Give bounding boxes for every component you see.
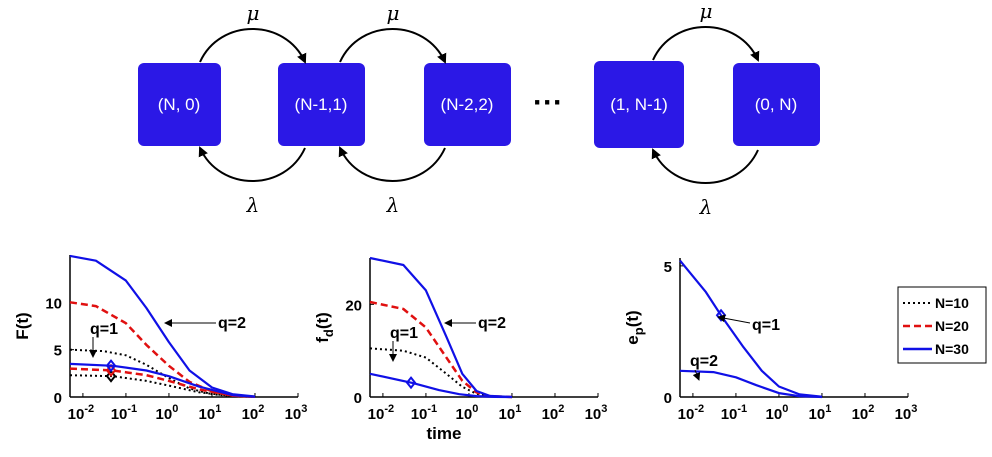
y-tick-label: 10	[45, 295, 62, 312]
y-tick-label: 0	[664, 390, 672, 407]
x-tick-label: 100	[156, 403, 179, 423]
series-line-n30-q1	[69, 362, 256, 398]
series-line-n30-q2	[69, 254, 256, 398]
x-tick-label: 10-2	[678, 403, 704, 423]
series-line-n30-q2	[369, 256, 513, 399]
state-box-n-minus-2: (N-2,2)	[424, 63, 511, 146]
x-tick-label: 10-2	[368, 403, 394, 423]
legend-item-n30: N=30	[903, 341, 969, 357]
forward-arrow	[339, 28, 447, 64]
x-tick-label: 101	[499, 403, 522, 423]
diamond-marker	[105, 359, 117, 373]
x-tick-label: 103	[585, 403, 608, 423]
backward-arrow	[198, 146, 306, 182]
series-line-n20-q2	[69, 301, 256, 399]
x-tick-label: 10-2	[68, 403, 94, 423]
x-tick-label: 103	[285, 403, 308, 423]
legend-label: N=20	[935, 318, 969, 334]
chart-fd-of-t: 10-2 10-1 100 101 102 103 0 20 fd(t) time q=2 q=1	[313, 256, 608, 443]
mu-label: μ	[247, 1, 260, 25]
curve-annotation: q=1	[90, 321, 118, 338]
legend-label: N=30	[935, 341, 969, 357]
x-tick-label: 101	[809, 403, 832, 423]
legend-item-n20: N=20	[903, 318, 969, 334]
chart-f-of-t: 10-2 10-1 100 101 102 103 0 5 10 F(t) q=2 q=1	[13, 254, 308, 423]
y-axis-label: F(t)	[13, 312, 32, 339]
annotation-arrow	[692, 369, 701, 381]
y-tick-label: 0	[354, 390, 362, 407]
x-tick-label: 103	[895, 403, 918, 423]
curve-annotation: q=1	[752, 317, 780, 334]
curve-annotation: q=2	[218, 315, 246, 332]
y-axis-label: ep(t)	[623, 310, 646, 344]
mu-label: μ	[700, 0, 713, 23]
forward-arrow	[652, 26, 760, 62]
curve-annotation: q=2	[690, 353, 718, 370]
lambda-label: λ	[386, 193, 400, 217]
state-box-n-0: (N, 0)	[138, 63, 221, 146]
state-diagram: (N, 0) (N-1,1) (N-2,2) ··· (1, N-1) (0, …	[138, 0, 820, 219]
x-tick-label: 102	[542, 403, 565, 423]
legend-label: N=10	[935, 295, 969, 311]
state-label: (N-2,2)	[441, 95, 494, 114]
y-tick-label: 5	[54, 343, 62, 360]
legend-box	[897, 286, 987, 364]
y-tick-label: 20	[345, 297, 362, 314]
state-label: (N-1,1)	[295, 95, 348, 114]
state-box-1-n-minus-1: (1, N-1)	[594, 61, 684, 148]
state-label: (N, 0)	[158, 95, 201, 114]
series-line-n10-q2	[69, 348, 256, 398]
curve-annotation: q=2	[478, 315, 506, 332]
state-box-0-n: (0, N)	[733, 63, 820, 146]
series-line-n30-q1	[679, 259, 823, 398]
series-line-n30-q1	[369, 372, 513, 399]
x-tick-label: 100	[766, 403, 789, 423]
x-tick-label: 102	[242, 403, 265, 423]
state-box-n-minus-1: (N-1,1)	[278, 63, 365, 146]
x-axis-label: time	[427, 424, 462, 443]
mu-label: μ	[387, 1, 400, 25]
x-tick-label: 10-1	[411, 403, 437, 423]
x-tick-label: 10-1	[111, 403, 137, 423]
state-label: (0, N)	[755, 95, 798, 114]
chart-ep-of-t: 10-2 10-1 100 101 102 103 0 5 ep(t) q=1 q=2	[623, 258, 917, 423]
lambda-label: λ	[246, 193, 260, 217]
backward-arrow	[651, 148, 759, 184]
x-tick-label: 101	[199, 403, 222, 423]
x-tick-label: 100	[456, 403, 479, 423]
forward-arrow	[199, 28, 307, 64]
ellipsis: ···	[533, 86, 563, 119]
legend: N=10 N=20 N=30	[897, 286, 987, 364]
lambda-label: λ	[699, 195, 713, 219]
legend-item-n10: N=10	[903, 295, 969, 311]
x-tick-label: 102	[852, 403, 875, 423]
x-tick-label: 10-1	[721, 403, 747, 423]
y-axis-label: fd(t)	[313, 312, 336, 343]
curve-annotation: q=1	[390, 325, 418, 342]
series-line-n30-q2	[679, 369, 823, 399]
diamond-marker	[105, 369, 117, 383]
state-label: (1, N-1)	[610, 95, 668, 114]
diamond-marker	[405, 376, 417, 390]
y-tick-label: 0	[54, 390, 62, 407]
annotation-arrow	[717, 314, 751, 324]
y-tick-label: 5	[664, 259, 672, 276]
backward-arrow	[338, 146, 446, 182]
